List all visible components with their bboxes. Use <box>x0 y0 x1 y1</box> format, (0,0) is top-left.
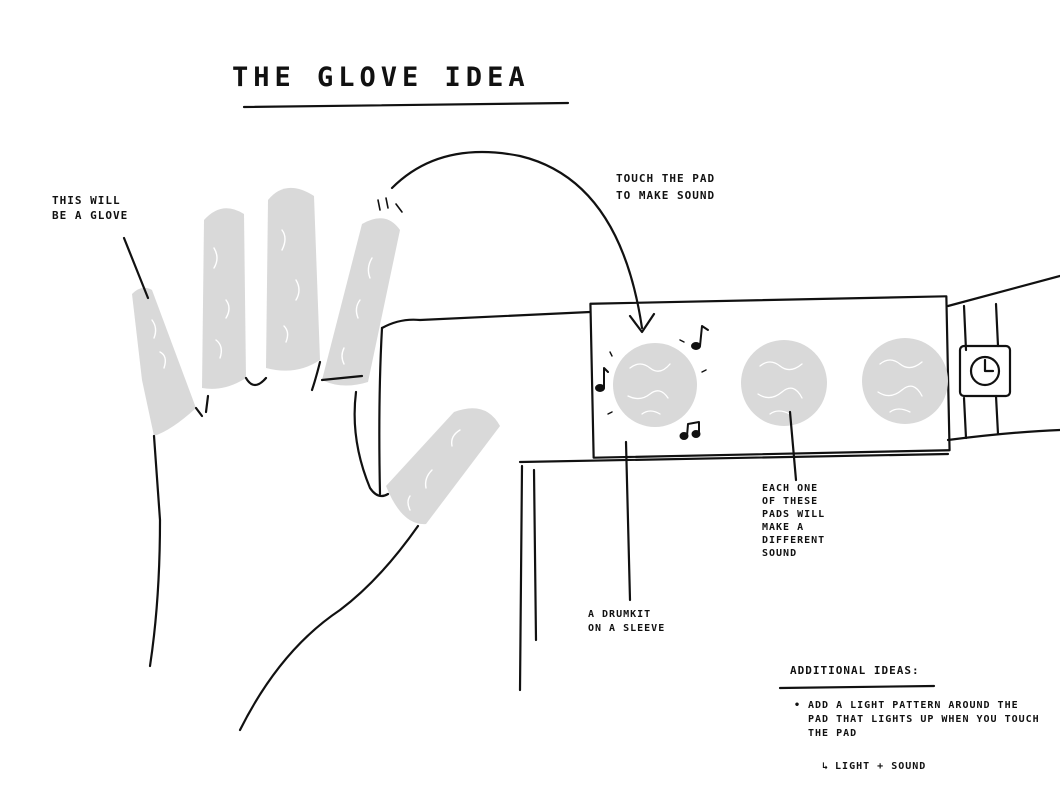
annotation-line: TO MAKE SOUND <box>616 189 716 202</box>
fingertip-middle <box>266 187 320 371</box>
drum-pad-strip <box>589 295 951 459</box>
annotation-line: EACH ONE <box>762 483 819 494</box>
music-note-icon <box>691 325 709 350</box>
glove-annotation: THIS WILL BE A GLOVE <box>52 193 128 223</box>
page-title: THE GLOVE IDEA <box>232 62 530 93</box>
annotation-line: TOUCH THE PAD <box>616 172 716 185</box>
annotation-line: BE A GLOVE <box>52 209 129 222</box>
title-underline <box>242 101 570 109</box>
music-note-icon <box>679 421 701 440</box>
pointer-glove <box>122 236 150 300</box>
return-arrow-icon: ↳ <box>822 761 830 772</box>
glove-fingertips <box>132 187 500 525</box>
drum-pad-3 <box>862 338 948 424</box>
annotation-line: ON A SLEEVE <box>588 623 666 634</box>
arrowhead <box>628 312 656 334</box>
annotation-line: SOUND <box>762 548 798 559</box>
fingertip-ring <box>202 208 246 389</box>
annotation-line: PADS WILL <box>762 509 826 520</box>
drum-pad-2 <box>741 340 827 426</box>
sound-sparks <box>607 339 707 415</box>
pointer-sleeve <box>624 440 632 602</box>
sleeve-outline <box>378 310 950 692</box>
annotation-line: OF THESE <box>762 496 819 507</box>
annotation-line: DIFFERENT <box>762 535 826 546</box>
wrist-outline <box>946 274 1060 442</box>
fingertip-thumb <box>386 408 500 525</box>
tap-marks <box>377 197 403 213</box>
ideas-underline <box>778 684 936 690</box>
annotation-line: MAKE A <box>762 522 805 533</box>
list-item: ADD A LIGHT PATTERN AROUND THE PAD THAT … <box>794 699 1044 741</box>
drum-pad-texture <box>627 359 923 415</box>
watch-icon <box>958 344 1012 398</box>
fingertip-index <box>322 218 400 386</box>
sleeve-annotation: A DRUMKIT ON A SLEEVE <box>588 608 665 636</box>
music-note-icon <box>595 367 609 392</box>
hand-outline <box>148 360 420 732</box>
fingertip-pinky <box>132 287 196 436</box>
pointer-pads <box>788 410 798 482</box>
additional-ideas-list: ADD A LIGHT PATTERN AROUND THE PAD THAT … <box>794 699 1044 741</box>
additional-ideas-heading: ADDITIONAL IDEAS: <box>790 664 920 677</box>
drum-pad-1 <box>613 343 697 427</box>
annotation-line: A DRUMKIT <box>588 609 652 620</box>
touch-pad-annotation: TOUCH THE PAD TO MAKE SOUND <box>616 170 715 204</box>
annotation-line: THIS WILL <box>52 194 121 207</box>
curved-arrow-icon <box>390 150 644 330</box>
subitem-text: LIGHT + SOUND <box>835 761 927 772</box>
pads-annotation: EACH ONE OF THESE PADS WILL MAKE A DIFFE… <box>762 482 825 560</box>
additional-ideas-subitem: ↳ LIGHT + SOUND <box>822 761 926 772</box>
fingertip-highlights <box>151 229 461 511</box>
